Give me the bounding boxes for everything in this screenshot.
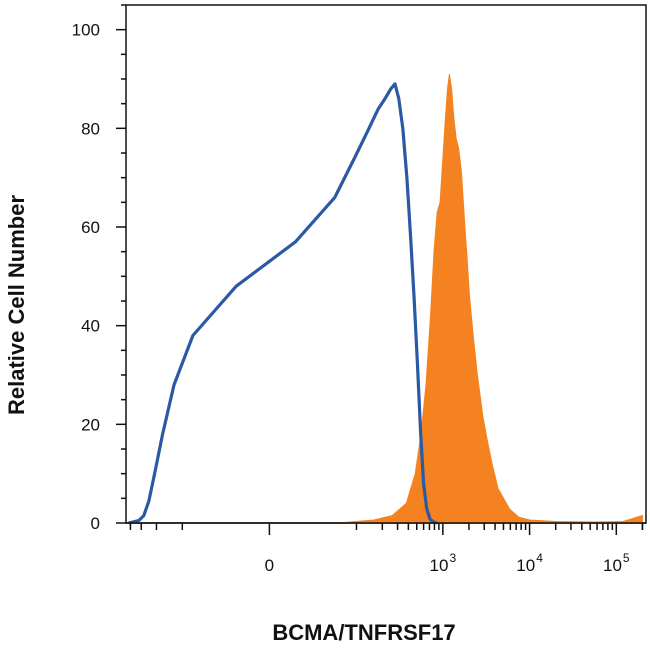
y-axis-title: Relative Cell Number <box>4 195 29 416</box>
x-axis: 0 103 104 105 <box>129 523 644 575</box>
x-tick-label: 104 <box>516 551 543 575</box>
x-tick-base: 0 <box>265 556 274 575</box>
y-tick-label: 100 <box>72 21 100 40</box>
x-tick-label: 103 <box>430 551 457 575</box>
plot-frame <box>125 4 647 524</box>
y-tick-label: 60 <box>81 218 100 237</box>
x-tick-base: 10 <box>430 556 449 575</box>
y-tick-label: 0 <box>91 514 100 533</box>
x-tick-base: 10 <box>603 556 622 575</box>
x-tick-base: 10 <box>516 556 535 575</box>
x-axis-title: BCMA/TNFRSF17 <box>272 620 455 645</box>
plot-marks <box>126 74 646 525</box>
x-tick-exponent: 4 <box>536 551 543 565</box>
series-1-outline-histogram <box>128 82 438 525</box>
series-0-filled-histogram <box>337 74 643 524</box>
x-tick-label: 0 <box>265 556 274 575</box>
x-tick-exponent: 3 <box>449 551 456 565</box>
x-tick-exponent: 5 <box>623 551 630 565</box>
y-tick-label: 80 <box>81 119 100 138</box>
y-axis: 0 20 40 60 80 100 <box>72 4 126 533</box>
y-tick-label: 20 <box>81 415 100 434</box>
x-tick-label: 105 <box>603 551 630 575</box>
y-tick-label: 40 <box>81 317 100 336</box>
